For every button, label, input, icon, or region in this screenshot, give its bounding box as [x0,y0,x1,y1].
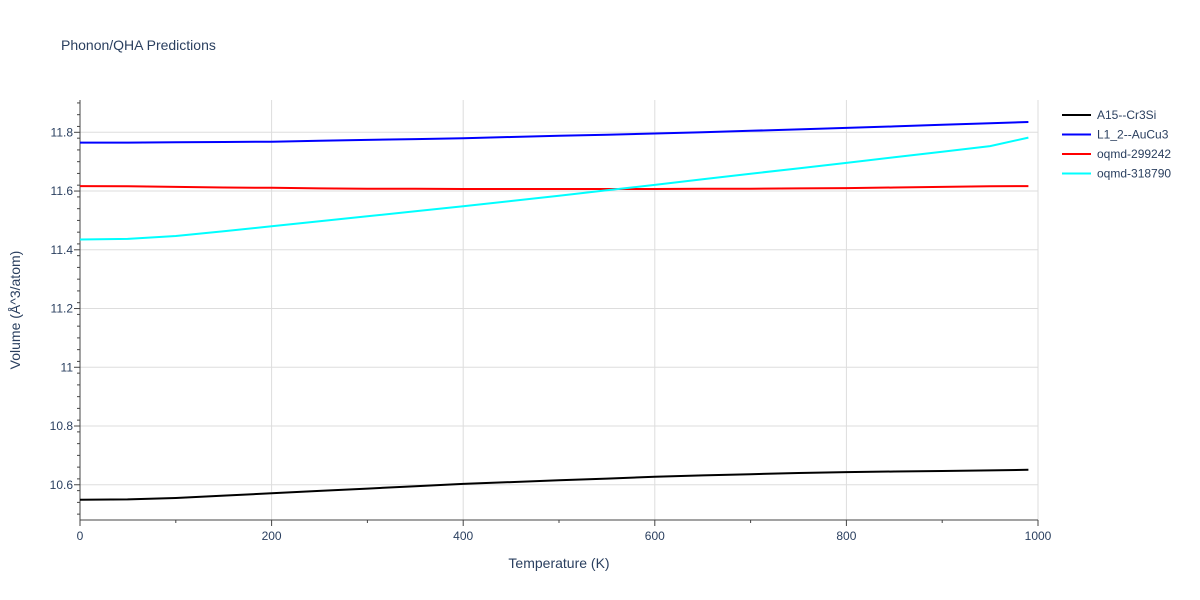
x-axis-ticks: 0 200 400 600 800 1000 [77,520,1052,543]
y-axis-ticks: 10.6 10.8 11 11.2 11.4 11.6 11.8 [50,102,80,515]
chart-title: Phonon/QHA Predictions [61,37,216,53]
x-tick-label: 600 [645,529,665,543]
x-tick-label: 400 [453,529,473,543]
y-tick-label: 11.4 [51,243,74,257]
series-line-3 [79,185,1029,190]
x-tick-label: 800 [836,529,856,543]
y-tick-label: 11.8 [51,125,74,139]
legend-item[interactable]: A15--Cr3Si [1062,108,1156,122]
y-tick-label: 10.8 [50,419,74,433]
series-line-2 [80,121,1029,144]
legend-item[interactable]: oqmd-318790 [1062,167,1171,181]
x-axis-title: Temperature (K) [508,555,609,571]
series-line-1 [79,468,1029,501]
x-tick-label: 1000 [1025,529,1052,543]
y-tick-label: 11.6 [51,184,74,198]
legend-label: oqmd-299242 [1097,147,1171,161]
y-tick-label: 10.6 [50,478,74,492]
legend-label: A15--Cr3Si [1097,108,1156,122]
axes [79,100,1038,521]
x-tick-label: 200 [262,529,282,543]
legend-label: oqmd-318790 [1097,167,1171,181]
series-line-4 [79,136,1029,241]
legend-item[interactable]: L1_2--AuCu3 [1062,128,1169,142]
legend-item[interactable]: oqmd-299242 [1062,147,1171,161]
series-lines [79,121,1029,501]
y-tick-label: 11.2 [51,302,74,316]
y-tick-label: 11 [61,360,74,374]
y-axis-title: Volume (Å^3/atom) [7,251,23,370]
legend-label: L1_2--AuCu3 [1097,128,1169,142]
gridlines [80,100,1039,520]
x-tick-label: 0 [77,529,84,543]
legend: A15--Cr3Si L1_2--AuCu3 oqmd-299242 oqmd-318… [1062,108,1171,181]
